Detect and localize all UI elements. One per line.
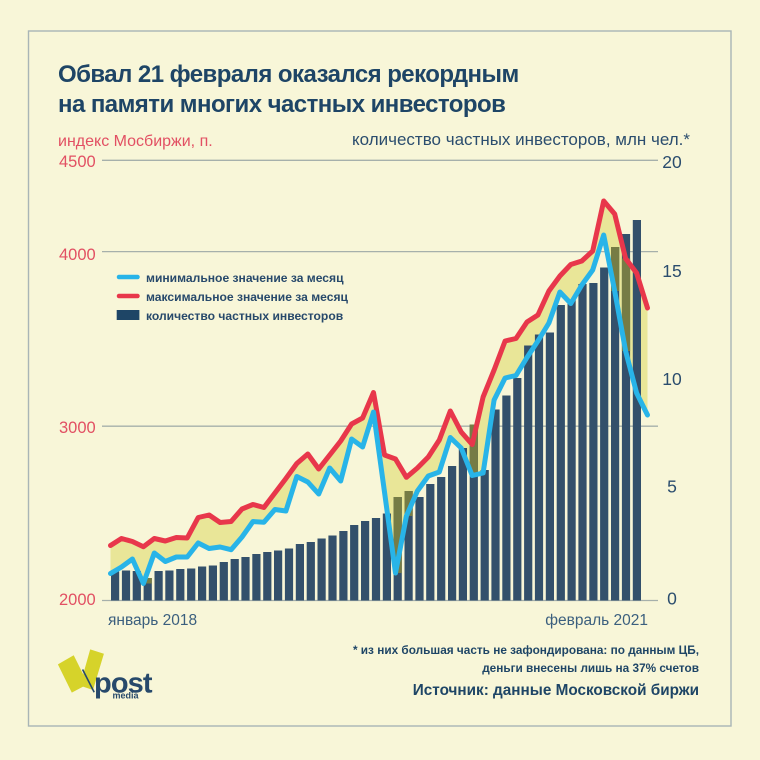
svg-text:индекс Мосбиржи, п.: индекс Мосбиржи, п.	[58, 133, 213, 150]
svg-text:2000: 2000	[59, 591, 96, 609]
svg-text:Обвал 21 февраля оказался реко: Обвал 21 февраля оказался рекордным	[58, 61, 519, 88]
svg-text:максимальное значение за месяц: максимальное значение за месяц	[146, 290, 349, 304]
svg-text:15: 15	[662, 261, 681, 281]
svg-text:0: 0	[667, 589, 677, 609]
svg-text:media: media	[112, 691, 139, 701]
svg-text:* из них большая часть не зафо: * из них большая часть не зафондирована:…	[353, 643, 699, 657]
svg-text:деньги внесены лишь на 37% сче: деньги внесены лишь на 37% счетов	[482, 661, 699, 675]
svg-text:10: 10	[662, 369, 682, 389]
svg-text:Источник: данные Московской би: Источник: данные Московской биржи	[413, 682, 699, 699]
svg-text:20: 20	[662, 152, 682, 172]
svg-text:январь 2018: январь 2018	[108, 612, 197, 629]
svg-text:количество частных инвесторов: количество частных инвесторов	[146, 309, 343, 323]
svg-text:4500: 4500	[59, 153, 96, 171]
svg-text:минимальное значение за месяц: минимальное значение за месяц	[146, 271, 344, 285]
svg-text:post: post	[94, 668, 153, 700]
svg-text:4000: 4000	[59, 246, 96, 264]
svg-text:февраль 2021: февраль 2021	[545, 612, 648, 629]
svg-text:3000: 3000	[59, 419, 96, 437]
svg-text:на памяти многих частных инвес: на памяти многих частных инвесторов	[58, 91, 505, 118]
svg-text:5: 5	[667, 477, 677, 497]
svg-text:количество частных инвесторов,: количество частных инвесторов, млн чел.*	[352, 130, 690, 149]
